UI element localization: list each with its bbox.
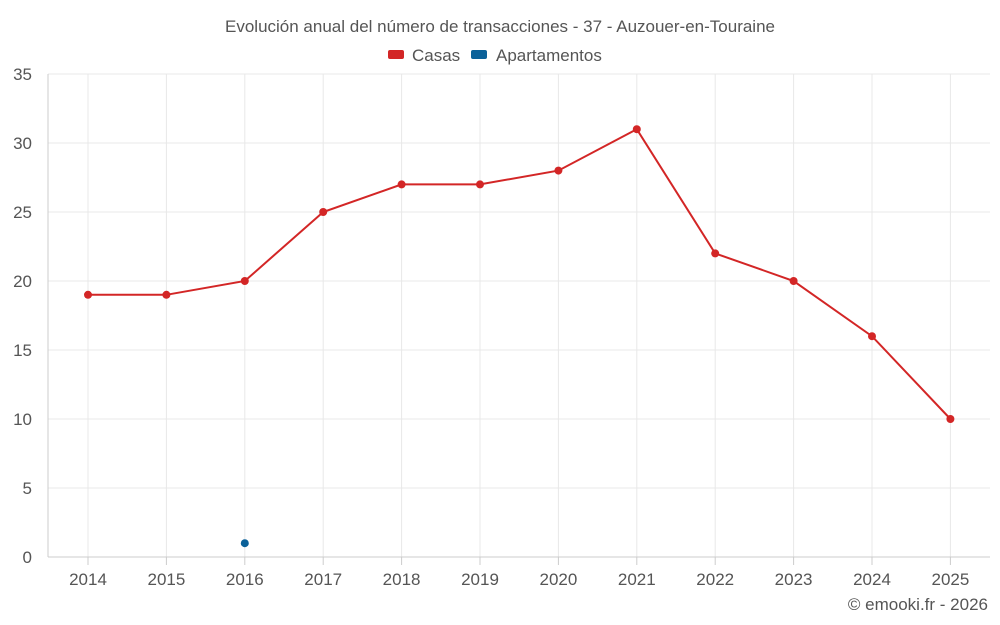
data-point-casas-2023[interactable]	[789, 277, 798, 285]
y-tick-label: 30	[13, 134, 32, 153]
data-point-casas-2019[interactable]	[476, 180, 484, 189]
x-tick-label: 2017	[304, 570, 342, 589]
x-tick-label: 2025	[931, 570, 969, 589]
legend-swatch-apartamentos[interactable]	[471, 50, 487, 59]
x-tick-label: 2021	[618, 570, 656, 589]
data-point-casas-2025[interactable]	[946, 415, 955, 423]
y-tick-label: 15	[13, 341, 32, 360]
y-tick-label: 5	[23, 479, 32, 498]
data-point-casas-2022[interactable]	[711, 249, 720, 258]
legend-label-casas[interactable]: Casas	[412, 46, 460, 65]
x-tick-label: 2022	[696, 570, 734, 589]
y-tick-label: 20	[13, 272, 32, 291]
y-tick-label: 25	[13, 203, 32, 222]
data-point-casas-2017[interactable]	[319, 208, 328, 216]
data-point-apartamentos-2016[interactable]	[240, 539, 249, 548]
x-tick-label: 2018	[383, 570, 421, 589]
chart-title: Evolución anual del número de transaccio…	[225, 17, 775, 36]
x-tick-label: 2023	[775, 570, 813, 589]
x-tick-label: 2024	[853, 570, 891, 589]
legend-swatch-casas[interactable]	[388, 50, 404, 59]
data-point-casas-2020[interactable]	[554, 166, 563, 175]
credit-text: © emooki.fr - 2026	[848, 595, 988, 614]
x-tick-label: 2015	[147, 570, 185, 589]
data-point-casas-2016[interactable]	[240, 277, 249, 285]
data-point-casas-2018[interactable]	[397, 180, 406, 189]
x-tick-label: 2016	[226, 570, 264, 589]
legend: Casas Apartamentos	[388, 46, 602, 65]
data-point-casas-2021[interactable]	[632, 125, 641, 134]
series-line-casas	[88, 127, 952, 420]
y-tick-label: 35	[13, 65, 32, 84]
grid	[48, 73, 990, 557]
x-tick-label: 2019	[461, 570, 499, 589]
y-tick-label: 0	[23, 548, 32, 567]
legend-label-apartamentos[interactable]: Apartamentos	[496, 46, 602, 65]
data-point-casas-2014[interactable]	[84, 290, 92, 299]
data-point-casas-2015[interactable]	[162, 290, 171, 299]
series	[84, 125, 955, 548]
y-tick-label: 10	[13, 410, 32, 429]
data-point-casas-2024[interactable]	[868, 332, 876, 341]
x-tick-label: 2014	[69, 570, 107, 589]
x-tick-label: 2020	[539, 570, 577, 589]
